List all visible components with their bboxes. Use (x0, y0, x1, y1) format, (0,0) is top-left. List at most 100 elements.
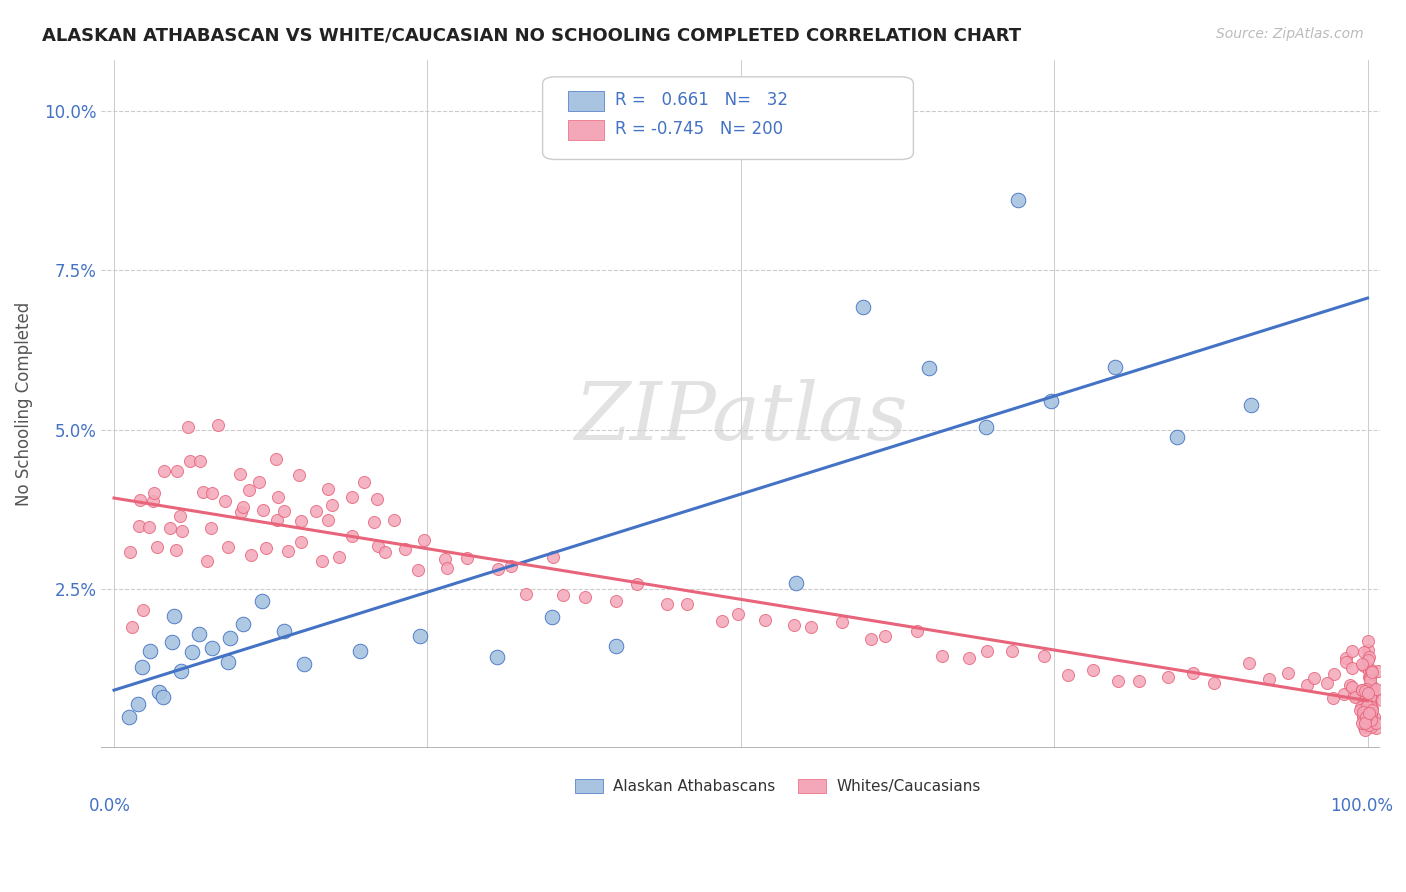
Point (1360, 677, 1382, 691)
Point (1360, 700, 1382, 714)
Point (1341, 660, 1364, 674)
Point (657, 597, 679, 611)
Point (1358, 664, 1381, 678)
Point (1350, 682, 1372, 697)
Point (267, 490, 290, 504)
Point (1343, 688, 1365, 702)
Point (1357, 653, 1379, 667)
Point (181, 645, 204, 659)
Point (1358, 709, 1381, 723)
Point (1355, 691, 1378, 706)
Text: 0.0%: 0.0% (89, 797, 131, 814)
Point (1353, 711, 1375, 725)
Point (170, 524, 193, 539)
Point (273, 503, 295, 517)
Point (353, 475, 375, 489)
Text: ZIPatlas: ZIPatlas (574, 379, 907, 457)
Point (1354, 701, 1376, 715)
Point (1040, 393, 1063, 408)
Point (1360, 710, 1382, 724)
Point (129, 492, 152, 507)
Point (142, 494, 165, 508)
Point (1237, 656, 1260, 670)
Point (1354, 703, 1376, 717)
Point (188, 454, 211, 468)
Point (1360, 691, 1382, 706)
Point (127, 697, 149, 711)
Point (1000, 644, 1022, 658)
Point (138, 520, 160, 534)
Bar (799, 780, 827, 793)
Point (121, 620, 143, 634)
Point (1354, 684, 1376, 698)
Point (1081, 664, 1104, 678)
Point (1353, 706, 1375, 721)
Point (1357, 633, 1379, 648)
Point (290, 535, 312, 549)
Point (132, 603, 155, 617)
Text: R = -0.745   N= 200: R = -0.745 N= 200 (616, 120, 783, 138)
Point (177, 419, 200, 434)
Text: Whites/Caucasians: Whites/Caucasians (837, 779, 981, 794)
Point (1351, 657, 1374, 671)
Point (277, 544, 299, 558)
Point (200, 521, 222, 535)
Point (1351, 716, 1374, 731)
Point (1351, 710, 1374, 724)
Point (153, 464, 176, 478)
Point (201, 641, 224, 656)
Point (1354, 723, 1376, 737)
Point (1322, 690, 1344, 705)
Point (264, 452, 287, 467)
Point (1365, 682, 1388, 697)
Point (217, 540, 239, 554)
Point (179, 454, 201, 468)
Point (207, 418, 229, 433)
Text: Alaskan Athabascans: Alaskan Athabascans (613, 779, 775, 794)
Point (382, 513, 405, 527)
Point (231, 505, 253, 519)
Point (1360, 709, 1382, 723)
Point (1350, 699, 1372, 714)
Point (254, 541, 277, 555)
Point (1362, 710, 1385, 724)
Point (1354, 709, 1376, 723)
Point (436, 561, 458, 575)
Point (288, 468, 311, 483)
Point (118, 709, 141, 723)
Point (340, 529, 363, 543)
Point (1357, 711, 1379, 725)
Point (1358, 706, 1381, 720)
Point (342, 490, 364, 504)
Bar (575, 780, 603, 793)
Point (1340, 680, 1362, 694)
Point (486, 650, 509, 665)
Point (239, 549, 262, 563)
Point (128, 518, 150, 533)
Text: Source: ZipAtlas.com: Source: ZipAtlas.com (1216, 27, 1364, 41)
Point (434, 552, 457, 566)
Point (232, 616, 254, 631)
Point (710, 614, 733, 628)
Point (316, 513, 339, 527)
Point (974, 420, 997, 434)
Point (1157, 669, 1180, 683)
Point (328, 550, 350, 565)
Point (311, 554, 333, 568)
Point (1362, 681, 1385, 696)
Text: ALASKAN ATHABASCAN VS WHITE/CAUCASIAN NO SCHOOLING COMPLETED CORRELATION CHART: ALASKAN ATHABASCAN VS WHITE/CAUCASIAN NO… (42, 27, 1021, 45)
Point (148, 685, 170, 699)
Point (800, 620, 823, 634)
Point (160, 635, 183, 649)
Point (957, 651, 980, 665)
Point (1333, 687, 1355, 701)
Point (159, 521, 181, 535)
Point (918, 360, 941, 375)
Point (1358, 695, 1381, 709)
Point (1354, 682, 1376, 697)
Point (191, 485, 214, 500)
Point (676, 597, 699, 611)
Point (1182, 666, 1205, 681)
Point (1357, 694, 1379, 708)
Point (349, 644, 371, 658)
